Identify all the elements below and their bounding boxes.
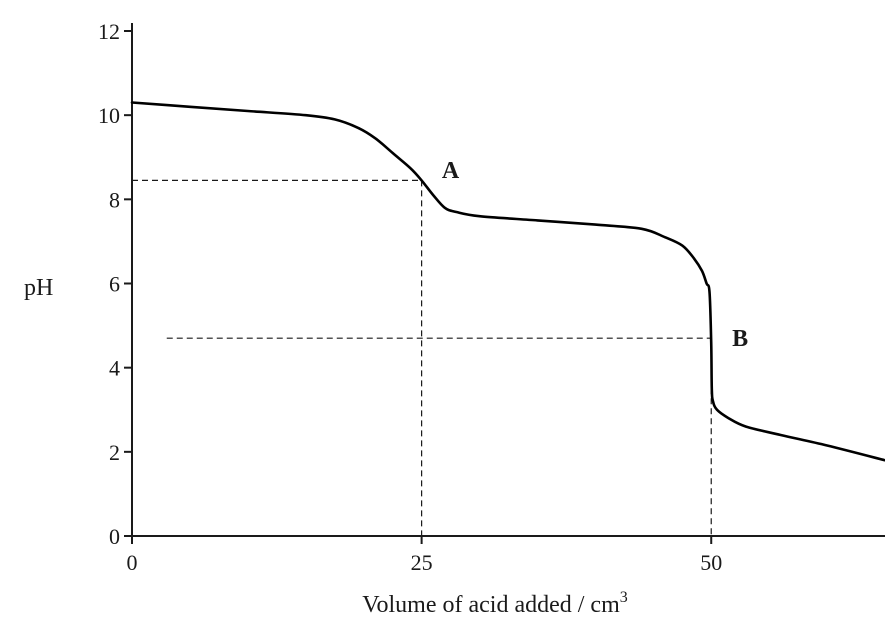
- y-tick-label: 0: [109, 524, 120, 549]
- x-tick-label: 50: [700, 550, 722, 575]
- x-tick-label: 0: [127, 550, 138, 575]
- titration-curve: [130, 101, 885, 462]
- y-tick-label: 2: [109, 440, 120, 465]
- x-tick-label: 25: [411, 550, 433, 575]
- annotations: AB: [442, 158, 748, 352]
- axes: [131, 23, 885, 537]
- y-tick-label: 8: [109, 187, 120, 212]
- y-tick-label: 6: [109, 272, 120, 297]
- guide-lines: [132, 179, 712, 536]
- y-tick-label: 4: [109, 356, 120, 381]
- y-axis-title: pH: [24, 275, 53, 301]
- ticks: 0 2 4 6 8 10 12 0 25 50: [98, 19, 722, 575]
- y-tick-label: 12: [98, 19, 120, 44]
- y-tick-label: 10: [98, 103, 120, 128]
- point-label-b: B: [732, 326, 748, 352]
- x-axis-title: Volume of acid added / cm3: [362, 589, 627, 618]
- point-label-a: A: [442, 158, 460, 184]
- x-axis-title-text: Volume of acid added / cm: [362, 592, 620, 618]
- x-axis-title-superscript: 3: [620, 589, 628, 606]
